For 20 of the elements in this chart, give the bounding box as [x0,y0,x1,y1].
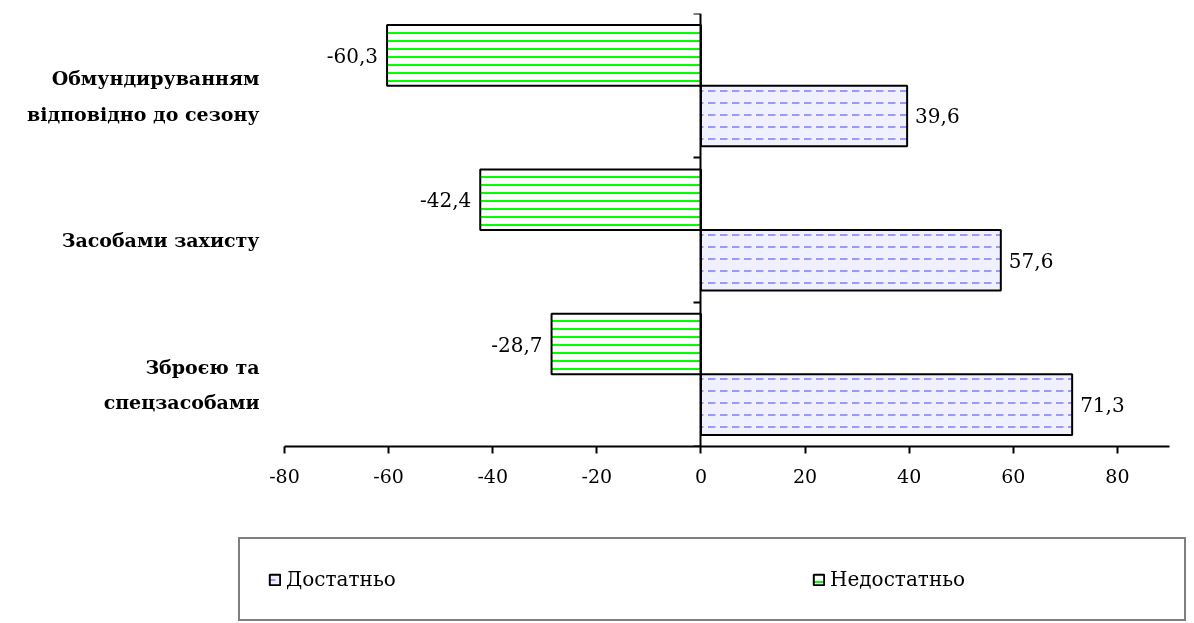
x-tick-label: 0 [694,464,708,487]
x-tick-label: -60 [373,464,404,487]
data-label: 57,6 [1008,248,1054,273]
x-tick-label: 20 [793,464,818,487]
data-label: -42,4 [419,188,472,213]
y-tick-label: Обмундируванням відповідно до сезону [27,66,260,125]
legend-label: Достатньо [286,567,397,591]
data-label: -60,3 [326,43,379,68]
data-label: 39,6 [915,104,960,129]
y-tick-label: Засобами захисту [61,229,260,252]
y-tick-label: Зброєю та спецзасобами [103,355,260,414]
x-tick-label: -20 [581,464,613,487]
x-tick-label: -40 [477,464,509,487]
x-tick-label: 80 [1105,464,1130,487]
legend-label: Недостатньо [830,567,967,591]
x-tick-label: 60 [1001,464,1026,487]
x-tick-label: -80 [269,464,300,487]
data-label: 71,3 [1080,393,1125,418]
data-label: -28,7 [491,332,543,357]
x-tick-label: 40 [897,464,922,487]
